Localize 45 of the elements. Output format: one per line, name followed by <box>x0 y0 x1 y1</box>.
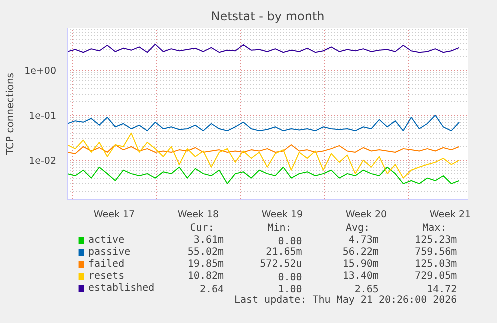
text: 13.40m <box>342 271 379 282</box>
text: 125.23m <box>415 235 458 246</box>
text: 0.00 <box>278 272 302 284</box>
text: Cur: <box>190 223 214 234</box>
text: 729.05m <box>415 271 458 282</box>
text: Avg: <box>346 223 370 234</box>
text: 1.00 <box>278 284 302 296</box>
chart-title: Netstat - by month <box>211 10 325 24</box>
line-series <box>68 166 460 184</box>
text: 15.90m <box>342 259 379 270</box>
x-tick-label: Week 21 <box>430 210 472 220</box>
x-tick-label: Week 20 <box>346 210 388 220</box>
text: 4.73m <box>348 235 379 246</box>
line-series <box>68 132 460 179</box>
y-axis-title: TCP connections <box>6 72 17 156</box>
legend-label: resets <box>88 271 125 282</box>
x-tick-label: Week 18 <box>178 210 220 220</box>
legend-label: active <box>88 235 125 246</box>
text: 3.61m <box>194 235 224 246</box>
text: Max: <box>422 223 447 234</box>
text: 10.82m <box>188 271 224 282</box>
text: 56.22m <box>342 247 379 258</box>
y-tick-label: 1e-01 <box>29 110 56 122</box>
text: 572.52u <box>260 259 302 270</box>
legend-label: established <box>88 283 155 294</box>
legend-label: failed <box>88 259 125 270</box>
legend-label: passive <box>88 247 131 258</box>
y-tick-label: 1e+00 <box>24 66 56 78</box>
line-series <box>68 114 460 132</box>
text: 0.00 <box>278 236 302 248</box>
line-series <box>68 44 460 54</box>
text: 2.64 <box>200 284 224 296</box>
text: 2.65 <box>354 284 379 296</box>
text: 14.72 <box>427 284 458 296</box>
text: 21.65m <box>266 247 302 258</box>
text: Min: <box>268 223 292 234</box>
text: 55.02m <box>188 247 224 258</box>
text: 125.03m <box>415 259 458 270</box>
line-series <box>68 144 460 154</box>
text: 19.85m <box>188 259 224 270</box>
text: 759.56m <box>415 247 458 258</box>
x-tick-label: Week 19 <box>262 210 304 220</box>
text: Last update: Thu May 21 20:26:00 2026 <box>234 295 458 306</box>
x-tick-label: Week 17 <box>94 210 136 220</box>
y-tick-label: 1e-02 <box>29 156 56 167</box>
